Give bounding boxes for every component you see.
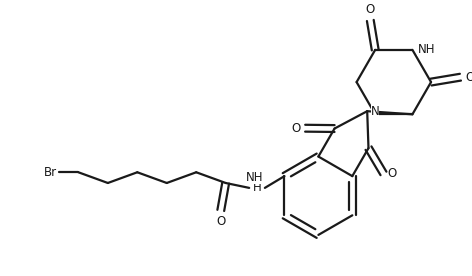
Text: H: H — [253, 181, 261, 194]
Text: O: O — [465, 71, 472, 84]
Text: O: O — [388, 167, 397, 180]
Text: O: O — [366, 3, 375, 16]
Text: NH: NH — [246, 171, 264, 184]
Text: N: N — [371, 105, 379, 118]
Text: Br: Br — [43, 166, 57, 179]
Text: O: O — [216, 215, 226, 228]
Text: NH: NH — [417, 43, 435, 56]
Text: O: O — [292, 122, 301, 135]
